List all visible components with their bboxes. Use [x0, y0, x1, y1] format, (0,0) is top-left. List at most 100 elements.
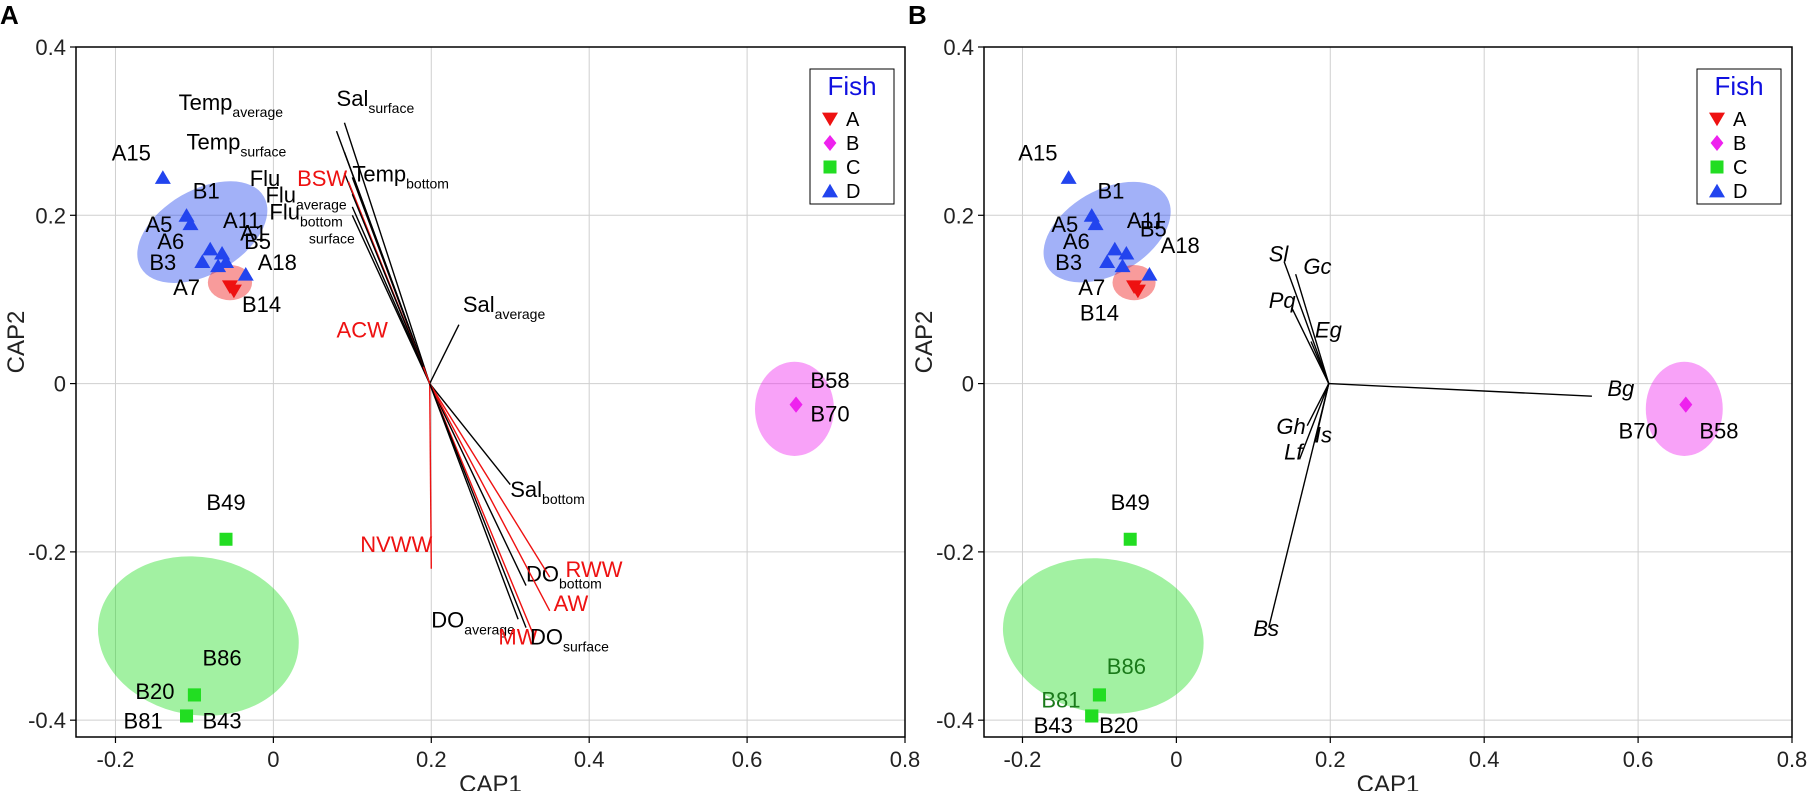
data-point: [1141, 266, 1158, 281]
group-ellipse-d: [1043, 181, 1171, 283]
data-point: [182, 216, 199, 231]
point-label: B3: [1055, 250, 1082, 275]
x-tick-label: 0.8: [890, 747, 921, 772]
point-label: A6: [157, 229, 184, 254]
legend-entry: D: [1733, 181, 1747, 203]
point-label: B14: [1080, 300, 1119, 325]
vector-line: [422, 366, 431, 384]
plot-frame: [75, 46, 906, 738]
data-point: [1123, 532, 1137, 546]
vector-label: Tempaverage: [179, 90, 284, 120]
vector-label-main: Eg: [1315, 317, 1343, 342]
vector-label-main: AW: [554, 591, 589, 616]
data-point: [789, 396, 803, 413]
legend-marker-b: [1710, 135, 1724, 151]
vector-label-subscript: surface: [368, 100, 414, 116]
vector-label: surface: [309, 230, 355, 246]
y-tick-label: -0.2: [936, 540, 974, 565]
point-label: A18: [258, 250, 297, 275]
vector-label: DOsurface: [530, 624, 609, 654]
legend-marker-c: [823, 160, 837, 174]
vector-line: [1294, 273, 1330, 384]
legend-entry: C: [1733, 157, 1747, 179]
vector-label: Gc: [1303, 254, 1331, 279]
vector-line: [1298, 383, 1330, 460]
vector-label-main: MW: [498, 624, 537, 649]
vector-label: Flu: [250, 166, 281, 191]
y-tick-label: -0.4: [936, 708, 974, 733]
data-point: [219, 532, 233, 546]
vector-line: [351, 177, 431, 384]
vector-label: Tempbottom: [352, 162, 449, 192]
vector-label-main: Sal: [510, 477, 542, 502]
point-label: B58: [810, 368, 849, 393]
vector-label: ACW: [337, 317, 389, 342]
vector-line: [429, 383, 535, 637]
vector-label: Flubottom: [269, 200, 342, 230]
data-point: [1060, 170, 1077, 184]
vector-label-subscript: bottom: [406, 176, 449, 192]
y-tick-label: 0: [962, 372, 974, 397]
legend-marker-b: [823, 135, 837, 151]
vector-label-main: Bs: [1253, 616, 1279, 641]
vector-label: Fluaverage: [265, 183, 346, 213]
legend-entry: C: [846, 157, 860, 179]
vector-label-main: ACW: [337, 317, 389, 342]
x-tick-label: 0.4: [1469, 747, 1500, 772]
vector-line: [1306, 383, 1330, 426]
data-point: [218, 254, 235, 268]
vector-label: RWW: [566, 557, 623, 582]
point-label: B43: [202, 709, 241, 734]
data-point: [1092, 688, 1106, 702]
point-label: B1: [1098, 178, 1125, 203]
y-tick-label: 0.2: [35, 203, 66, 228]
point-label: B5: [1140, 216, 1167, 241]
vector-line: [1328, 382, 1592, 397]
point-label: B43: [1034, 713, 1073, 738]
legend-entry: D: [846, 181, 860, 203]
y-tick-label: 0.4: [943, 35, 974, 60]
vector-label-subscript: average: [232, 104, 283, 120]
point-label: B20: [1099, 713, 1138, 738]
x-tick-label: 0.6: [732, 747, 763, 772]
x-tick-label: -0.2: [1004, 747, 1042, 772]
legend-title: Fish: [827, 71, 876, 101]
vector-label-subscript: average: [495, 306, 546, 322]
point-label: A18: [1161, 233, 1200, 258]
point-label: B70: [1619, 418, 1658, 443]
vector-label-main: Sal: [463, 292, 495, 317]
point-label: B81: [124, 709, 163, 734]
x-axis-label: CAP1: [1357, 771, 1420, 791]
vector-label-subscript: surface: [563, 638, 609, 654]
point-label: A7: [173, 275, 200, 300]
point-label: B81: [1041, 688, 1080, 713]
vector-label: Salaverage: [463, 292, 546, 322]
point-label: B86: [202, 645, 241, 670]
data-point: [1129, 284, 1146, 299]
legend-marker-a: [822, 112, 838, 127]
vector-label-main: DO: [431, 608, 464, 633]
vector-label-subscript: surface: [240, 144, 286, 160]
x-tick-label: 0.4: [574, 747, 605, 772]
legend-title: Fish: [1714, 71, 1763, 101]
vector-label-main: Pq: [1269, 288, 1297, 313]
vector-label-main: Is: [1315, 422, 1332, 447]
y-tick-label: 0.2: [943, 203, 974, 228]
point-label: B20: [135, 679, 174, 704]
legend-marker-a: [1709, 112, 1725, 127]
x-tick-label: 0: [267, 747, 279, 772]
point-label: B5: [244, 229, 271, 254]
legend-marker-d: [1709, 183, 1725, 198]
vector-label-subscript: bottom: [542, 491, 585, 507]
vector-label-subscript: bottom: [559, 575, 602, 591]
vector-line: [351, 193, 431, 384]
vector-label-main: DO: [530, 624, 563, 649]
point-label: B58: [1699, 418, 1738, 443]
data-point: [1118, 245, 1135, 260]
vector-label-main: Flu: [269, 200, 300, 225]
vector-line: [429, 383, 527, 628]
vector-label-subscript: bottom: [300, 214, 343, 230]
y-axis-label: CAP2: [3, 311, 30, 374]
vector-line: [1268, 383, 1330, 628]
